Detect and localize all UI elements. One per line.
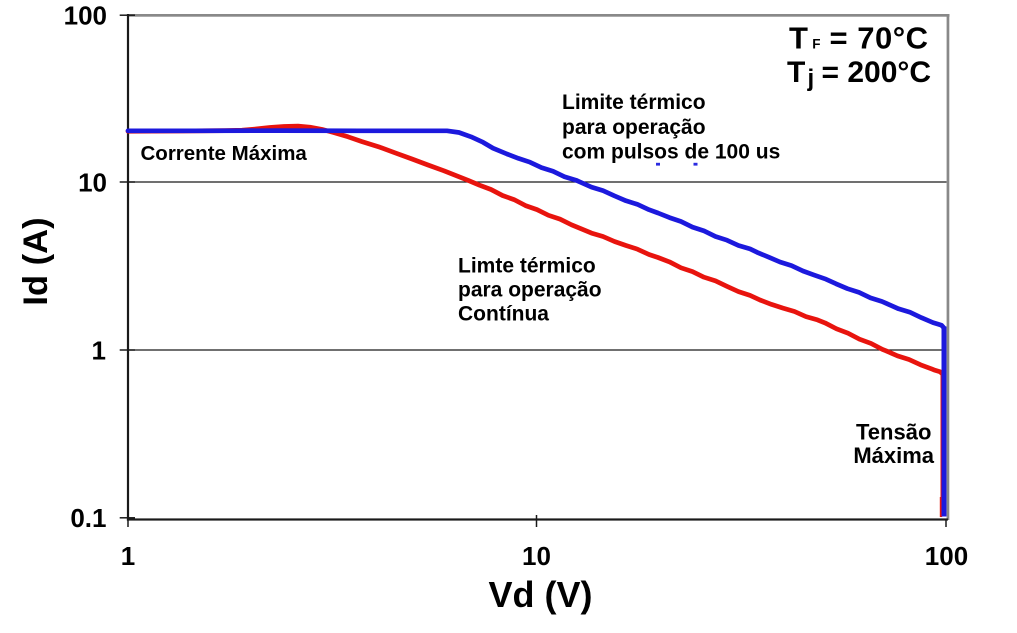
svg-text:Limite térmico: Limite térmico [562, 91, 706, 114]
svg-text:Corrente Máxima: Corrente Máxima [141, 142, 308, 165]
svg-text:1: 1 [121, 541, 135, 571]
svg-text:Id (A): Id (A) [17, 217, 55, 305]
svg-text:Máxima: Máxima [853, 443, 934, 468]
svg-text:10: 10 [522, 541, 551, 571]
svg-text:Limte térmico: Limte térmico [458, 254, 596, 277]
svg-text:Vd (V): Vd (V) [489, 574, 593, 615]
svg-text:0.1: 0.1 [70, 503, 106, 533]
svg-text:= 200°C: = 200°C [822, 56, 932, 89]
svg-text:= 70°C: = 70°C [830, 21, 929, 56]
svg-text:1: 1 [92, 336, 106, 366]
svg-text:100: 100 [64, 1, 107, 31]
svg-text:T: T [789, 21, 808, 56]
svg-text:F: F [812, 37, 820, 52]
svg-text:T: T [787, 56, 805, 89]
svg-text:para operação: para operação [458, 278, 602, 301]
svg-text:para operação: para operação [562, 116, 706, 139]
svg-text:j: j [807, 65, 815, 92]
svg-text:100: 100 [925, 541, 968, 571]
svg-text:Contínua: Contínua [458, 302, 549, 325]
svg-text:10: 10 [78, 168, 107, 198]
svg-text:Tensão: Tensão [856, 420, 931, 445]
svg-text:com pulsos de 100 us: com pulsos de 100 us [562, 141, 780, 164]
